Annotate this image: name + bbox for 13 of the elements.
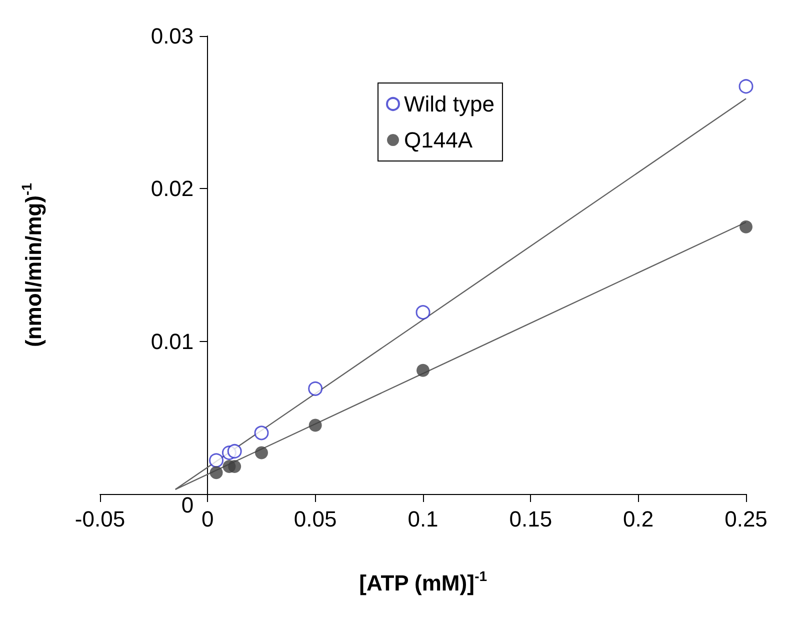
y-tick-label: 0.02 bbox=[150, 176, 194, 202]
x-tick-label: 0.2 bbox=[623, 506, 654, 532]
x-tick-label: 0.15 bbox=[509, 506, 552, 532]
y-tick-label: 0.01 bbox=[150, 328, 194, 354]
y-tick-label: 0.03 bbox=[150, 24, 194, 48]
legend-label: Wild type bbox=[404, 92, 494, 116]
x-tick-label: 0 bbox=[202, 506, 214, 532]
legend-label: Q144A bbox=[404, 128, 473, 152]
x-tick-label: 0.05 bbox=[294, 506, 337, 532]
y-axis-title: (nmol/min/mg)-1 bbox=[18, 182, 46, 347]
x-tick-label: 0.25 bbox=[724, 506, 768, 532]
x-tick-label: 0.1 bbox=[408, 506, 438, 532]
x-tick-label: -0.05 bbox=[74, 506, 126, 532]
